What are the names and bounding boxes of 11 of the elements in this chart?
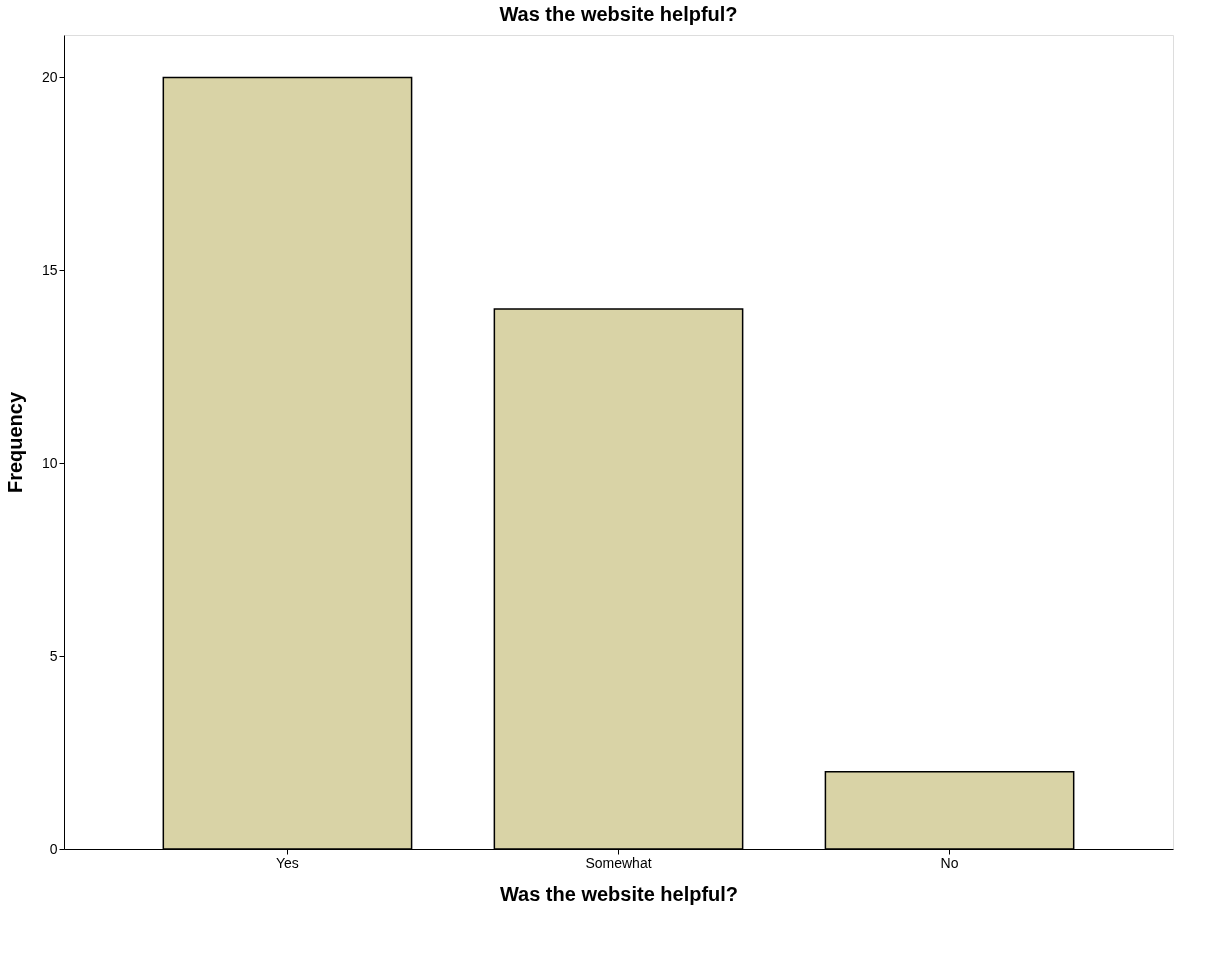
x-tick-label: No — [940, 854, 959, 871]
y-tick-label: 20 — [41, 68, 58, 85]
x-tick-label: Yes — [276, 854, 299, 871]
y-tick-label: 0 — [49, 840, 58, 857]
y-tick-label: 5 — [49, 647, 58, 664]
y-axis-title: Frequency — [3, 391, 26, 494]
x-tick-label: Somewhat — [585, 854, 652, 871]
y-tick-label: 10 — [41, 454, 58, 471]
y-tick-label: 15 — [41, 261, 58, 278]
chart-title: Was the website helpful? — [499, 3, 738, 25]
x-axis-title: Was the website helpful? — [499, 882, 739, 905]
